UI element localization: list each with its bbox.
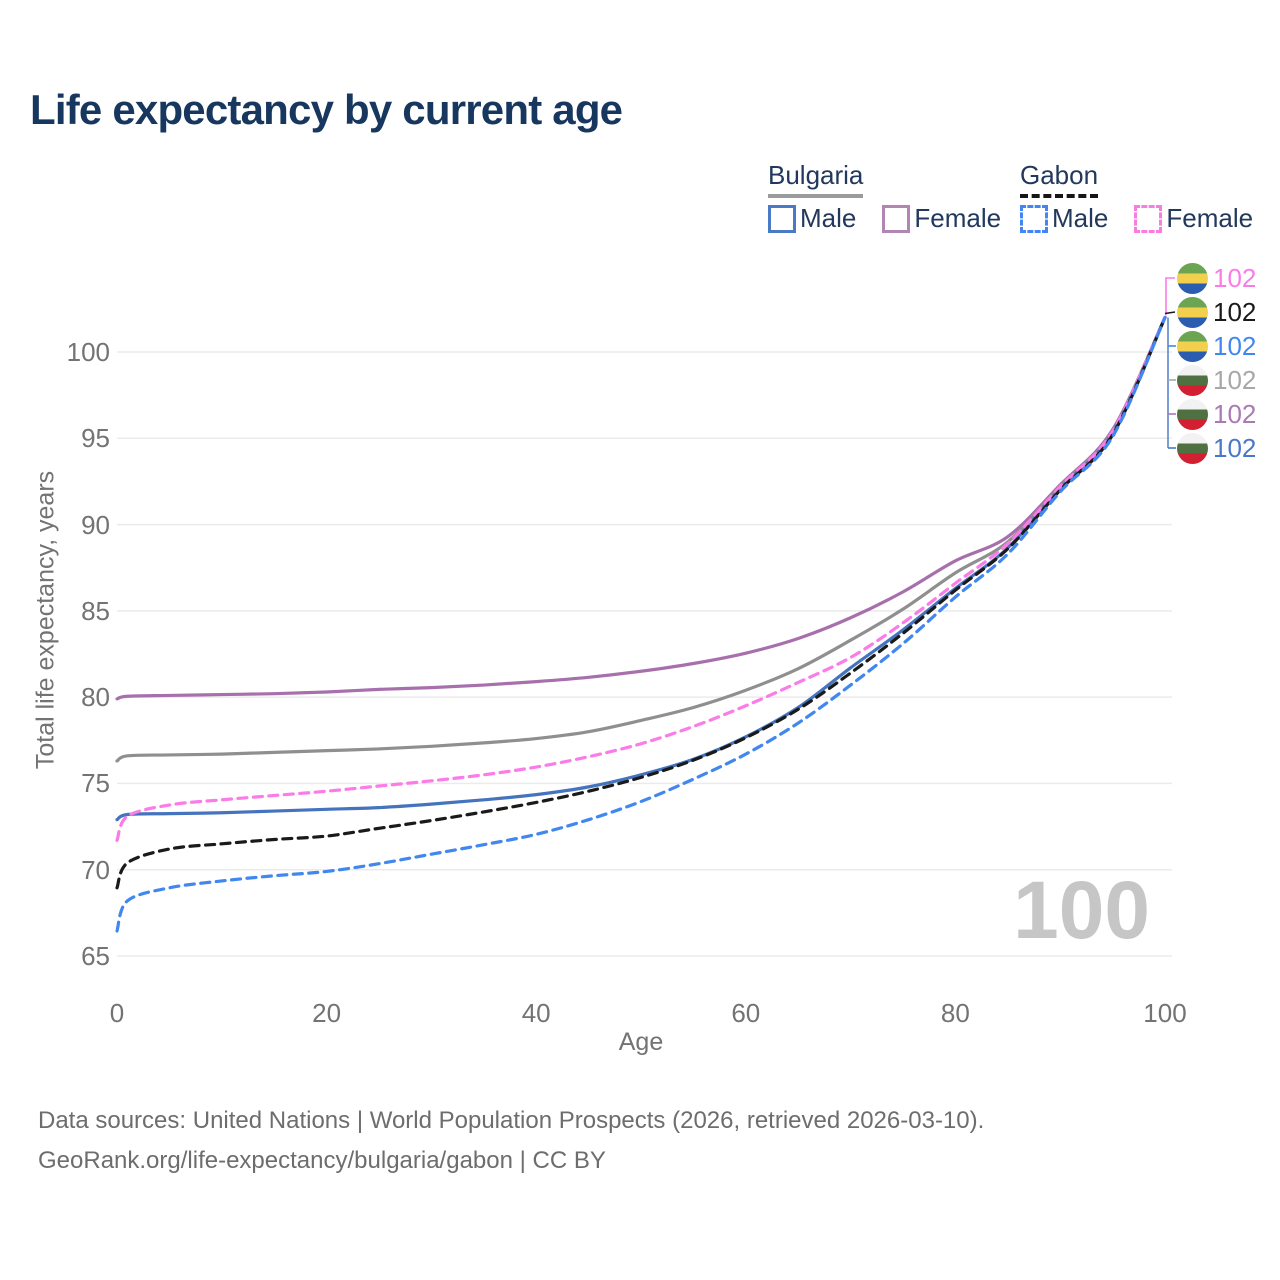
page-title: Life expectancy by current age [30,86,623,133]
gabon-flag-icon [1177,263,1208,294]
legend-item-bulgaria-female[interactable]: Female [882,203,1001,234]
gabon-female-swatch-icon [1134,204,1163,233]
y-tick-label: 100 [66,337,110,367]
bulgaria-flag-icon [1177,365,1208,396]
legend-items-gabon: Male Female [1020,203,1253,234]
legend-item-label: Male [1052,203,1109,233]
x-tick-label: 40 [521,998,551,1028]
bulgaria-flag-icon [1177,433,1208,464]
y-tick-label: 95 [81,423,110,454]
x-tick-label: 0 [109,998,125,1028]
attribution-text: GeoRank.org/life-expectancy/bulgaria/gab… [38,1147,606,1174]
x-tick-label: 80 [940,998,970,1028]
legend-country-bulgaria[interactable]: Bulgaria [768,160,864,198]
end-value-label: 102 [1213,263,1257,293]
end-value-label: 102 [1213,297,1257,327]
data-sources-text: Data sources: United Nations | World Pop… [38,1107,985,1134]
end-value-label: 102 [1213,365,1257,395]
y-tick-label: 75 [81,768,110,799]
gabon-flag-icon [1177,331,1208,362]
age-watermark: 100 [1013,865,1150,956]
legend-item-gabon-female[interactable]: Female [1134,203,1253,234]
y-tick-label: 85 [81,595,110,626]
series-line-gabon-female[interactable] [115,315,1167,842]
bulgaria-female-swatch-icon [882,204,911,233]
series-line-gabon-male[interactable] [115,315,1167,933]
end-value-label: 102 [1213,433,1257,463]
y-tick-label: 80 [81,682,110,713]
end-value-label: 102 [1213,331,1257,361]
leader-line [1165,277,1175,316]
legend-item-bulgaria-male[interactable]: Male [768,203,856,234]
series-line-bulgaria-female[interactable] [115,315,1167,701]
y-tick-label: 70 [81,854,110,885]
bulgaria-flag-icon [1177,399,1208,430]
x-tick-label: 20 [312,998,342,1028]
legend-group-gabon: Gabon [1020,160,1099,198]
x-tick-label: 100 [1143,998,1187,1028]
x-axis-title: Age [618,1028,664,1056]
gabon-male-swatch-icon [1020,204,1048,233]
end-value-label: 102 [1213,399,1257,429]
legend-items-bulgaria: Male Female [768,203,1001,234]
series-line-gabon[interactable] [115,315,1167,890]
leader-line [1164,311,1176,315]
legend-country-gabon[interactable]: Gabon [1020,160,1099,198]
legend-item-gabon-male[interactable]: Male [1020,203,1108,234]
legend-item-label: Female [1166,203,1254,233]
legend-group-bulgaria: Bulgaria [768,160,864,198]
y-tick-label: 65 [81,941,110,971]
bulgaria-male-swatch-icon [768,204,796,233]
legend-item-label: Female [914,203,1002,233]
gabon-flag-icon [1177,297,1208,328]
x-tick-label: 60 [731,998,761,1028]
y-tick-label: 90 [81,509,110,540]
legend-item-label: Male [800,203,857,233]
